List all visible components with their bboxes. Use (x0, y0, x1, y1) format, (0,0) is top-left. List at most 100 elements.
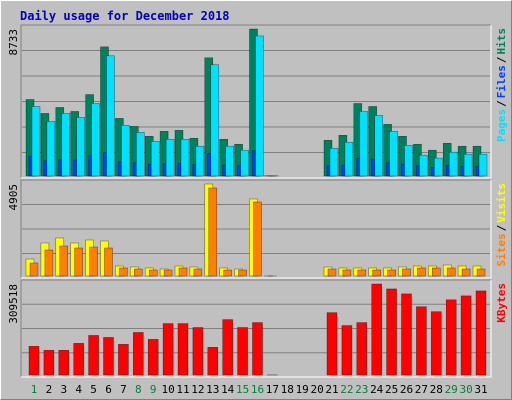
bar (463, 153, 473, 177)
bar (44, 249, 54, 277)
bar (386, 288, 397, 376)
y-tick-label: 8733 (7, 29, 20, 56)
bar (446, 267, 456, 277)
bar (208, 187, 218, 277)
bar (180, 139, 190, 177)
bar (432, 267, 441, 277)
bar (46, 121, 56, 177)
bar (74, 247, 83, 277)
bar (237, 327, 248, 376)
panel-bevel (21, 280, 492, 378)
y-tick-label: 309518 (7, 284, 20, 324)
bar (387, 269, 396, 277)
bar (193, 268, 203, 277)
x-tick-label: 30 (459, 383, 472, 396)
bar (195, 145, 205, 177)
panel-bevel (20, 279, 491, 377)
bar (416, 306, 427, 376)
bar (43, 350, 55, 376)
x-tick-label: 16 (251, 383, 264, 396)
x-tick-label: 17 (266, 383, 279, 396)
bar (476, 268, 486, 277)
bar (417, 267, 426, 277)
bar (419, 154, 428, 177)
legend-entry: Visits (495, 183, 508, 223)
bar (344, 141, 354, 177)
x-tick-label: 8 (135, 383, 142, 396)
bar (61, 113, 71, 177)
bar (431, 311, 442, 376)
x-tick-label: 2 (46, 383, 53, 396)
bar (147, 339, 159, 376)
bar (133, 332, 144, 376)
bar (359, 111, 369, 177)
bar (162, 323, 174, 376)
bar (445, 299, 457, 376)
legend-entry: Sites (495, 233, 508, 266)
bar (404, 144, 413, 177)
x-tick-label: 14 (221, 383, 235, 396)
bar (327, 268, 337, 277)
legend-separator: / (495, 100, 508, 107)
bar (163, 269, 173, 277)
bar (475, 290, 487, 376)
legend: KBytes (495, 283, 508, 323)
x-tick-label: 11 (176, 383, 189, 396)
bar (118, 344, 129, 376)
bar (91, 103, 100, 177)
bar (461, 268, 471, 277)
bar (374, 115, 383, 177)
x-tick-label: 31 (474, 383, 487, 396)
x-tick-label: 9 (150, 383, 157, 396)
x-tick-label: 25 (385, 383, 398, 396)
bar (329, 147, 339, 177)
bar (326, 312, 338, 376)
x-tick-label: 3 (60, 383, 67, 396)
legend-separator: / (495, 224, 508, 231)
x-tick-label: 13 (206, 383, 219, 396)
panel-bevel (21, 25, 492, 179)
x-tick-label: 28 (430, 383, 443, 396)
bar (371, 283, 382, 376)
bar (372, 269, 381, 277)
x-tick-label: 1 (31, 383, 38, 396)
legend-separator: / (495, 56, 508, 63)
bar (253, 201, 262, 277)
x-tick-label: 7 (120, 383, 127, 396)
bar (177, 323, 189, 376)
x-tick-label: 12 (191, 383, 204, 396)
bar (402, 268, 411, 277)
bar (341, 325, 353, 376)
panel-bevel (21, 180, 492, 279)
x-tick-label: 10 (161, 383, 174, 396)
panel-bevel (20, 179, 491, 278)
legend-entry: Pages (495, 109, 508, 142)
bar (225, 145, 234, 177)
x-tick-label: 19 (296, 383, 309, 396)
bar (89, 246, 98, 277)
x-tick-label: 29 (445, 383, 458, 396)
bar (121, 125, 130, 177)
bar (88, 335, 99, 376)
bar (223, 269, 232, 277)
bar (478, 153, 488, 177)
legend-entry: Hits (495, 28, 508, 55)
bar (342, 269, 352, 277)
bar (178, 267, 188, 277)
y-tick-label: 4905 (7, 184, 20, 211)
x-tick-label: 20 (310, 383, 323, 396)
x-tick-label: 26 (400, 383, 413, 396)
bar (59, 245, 69, 277)
bar (240, 149, 249, 177)
bar (389, 131, 398, 177)
bar (58, 350, 70, 376)
bar (357, 269, 367, 277)
legend-entry: KBytes (495, 283, 508, 323)
bar (210, 64, 220, 177)
x-tick-label: 21 (325, 383, 338, 396)
bar (136, 132, 145, 177)
legend: Sites /Visits (495, 183, 508, 267)
bar (76, 117, 85, 177)
